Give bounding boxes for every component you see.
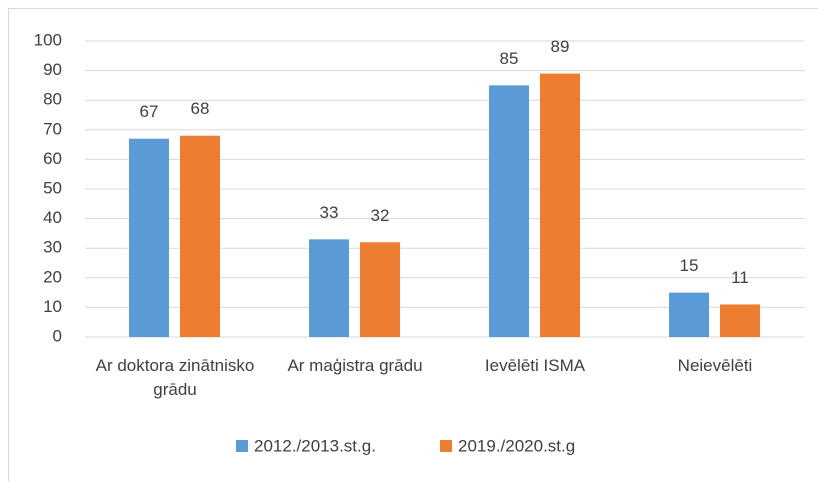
data-label: 68 bbox=[191, 99, 210, 118]
y-tick-label: 60 bbox=[43, 149, 62, 168]
data-label: 67 bbox=[140, 102, 159, 121]
x-tick-label: Ar doktora zinātnisko grādu bbox=[95, 356, 255, 399]
bar bbox=[489, 85, 529, 338]
y-tick-label: 100 bbox=[34, 30, 62, 49]
legend-label: 2019./2020.st.g bbox=[458, 436, 575, 455]
chart-border bbox=[8, 8, 818, 481]
y-tick-label: 70 bbox=[43, 119, 62, 138]
data-label: 11 bbox=[731, 268, 749, 287]
bar bbox=[180, 135, 220, 337]
data-label: 85 bbox=[500, 49, 519, 68]
y-tick-label: 80 bbox=[43, 90, 62, 109]
y-tick-label: 0 bbox=[53, 326, 62, 345]
bar bbox=[309, 239, 349, 337]
data-label: 15 bbox=[680, 256, 699, 275]
bar bbox=[129, 138, 169, 337]
bar bbox=[669, 292, 709, 337]
y-tick-label: 10 bbox=[43, 297, 62, 316]
legend-swatch bbox=[236, 440, 248, 452]
bar bbox=[540, 73, 580, 337]
x-tick-label: Neievēlēti bbox=[677, 356, 753, 375]
x-tick-label: Ar maģistra grādu bbox=[287, 356, 423, 375]
y-tick-label: 90 bbox=[43, 60, 62, 79]
y-tick-label: 30 bbox=[43, 238, 62, 257]
y-tick-label: 40 bbox=[43, 208, 62, 227]
data-label: 89 bbox=[551, 37, 570, 56]
bar bbox=[720, 304, 760, 337]
data-label: 33 bbox=[320, 203, 339, 222]
x-tick-label: Ievēlēti ISMA bbox=[484, 356, 586, 375]
data-label: 32 bbox=[371, 206, 390, 225]
bar bbox=[360, 242, 400, 337]
y-tick-label: 20 bbox=[43, 267, 62, 286]
legend-label: 2012./2013.st.g. bbox=[254, 436, 376, 455]
legend-swatch bbox=[440, 440, 452, 452]
y-tick-label: 50 bbox=[43, 178, 62, 197]
